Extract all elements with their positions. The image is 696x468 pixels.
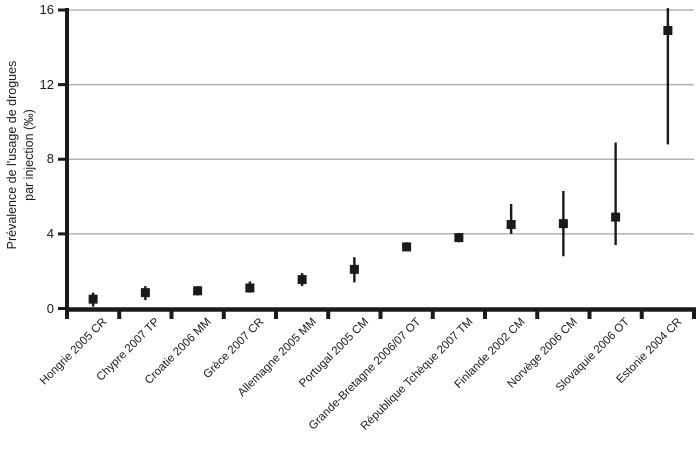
y-tick-label: 4	[46, 225, 54, 241]
data-point-marker	[245, 283, 255, 293]
data-point-marker	[506, 220, 516, 230]
data-point-marker	[349, 264, 359, 274]
y-tick-label: 12	[39, 76, 54, 92]
data-point-marker	[558, 219, 568, 229]
y-tick-label: 16	[39, 2, 54, 17]
y-tick-label: 8	[46, 151, 54, 167]
data-point-marker	[140, 288, 150, 298]
data-point-marker	[611, 212, 621, 222]
data-point-marker	[454, 233, 464, 243]
data-point-marker	[88, 294, 98, 304]
data-point-marker	[193, 286, 203, 296]
data-point-marker	[297, 275, 307, 285]
y-tick-label: 0	[46, 300, 54, 316]
data-point-marker	[663, 26, 673, 36]
data-point-marker	[402, 242, 412, 252]
